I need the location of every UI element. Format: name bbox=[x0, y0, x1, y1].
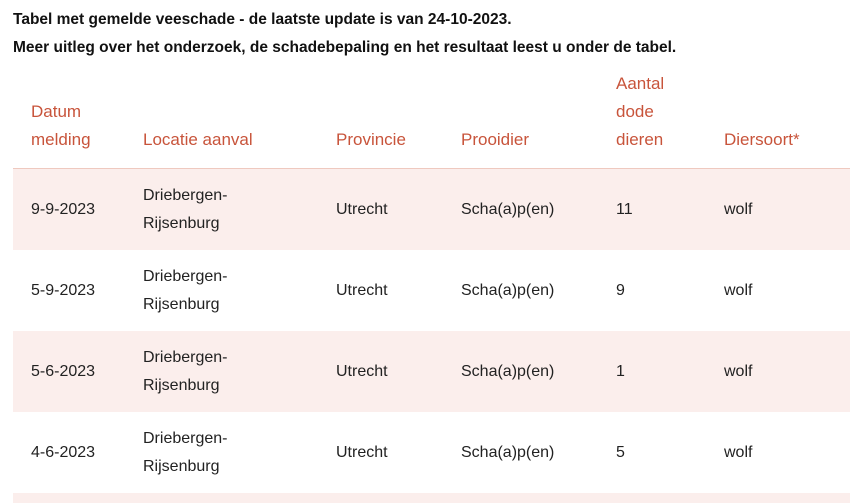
cell-diersoort: wolf bbox=[706, 331, 850, 412]
cell-aantal: 1 bbox=[598, 331, 706, 412]
cell-aantal: 9 bbox=[616, 281, 625, 299]
cell-provincie: Utrecht bbox=[336, 281, 388, 299]
table-row: 5-6-2023 Driebergen-Rijsenburg Utrecht S… bbox=[13, 331, 850, 412]
cell-aantal: 5 bbox=[616, 443, 625, 461]
cell-prooidier: Scha(a)p(en) bbox=[443, 168, 598, 250]
table-row-partial bbox=[13, 493, 850, 503]
intro-line-explanation: Meer uitleg over het onderzoek, de schad… bbox=[13, 39, 677, 56]
header-diersoort: Diersoort* bbox=[706, 70, 850, 169]
cell-prooidier: Scha(a)p(en) bbox=[443, 331, 598, 412]
cell-prooidier: Scha(a)p(en) bbox=[461, 443, 555, 461]
cell-prooidier: Scha(a)p(en) bbox=[461, 281, 555, 299]
cell-datum: 5-9-2023 bbox=[31, 281, 96, 299]
cell-provincie: Utrecht bbox=[318, 168, 443, 250]
cell-locatie: Driebergen-Rijsenburg bbox=[143, 429, 228, 475]
cell-locatie: Driebergen-Rijsenburg bbox=[125, 331, 318, 412]
table-header-row: Datum melding Locatie aanval Provincie P… bbox=[13, 70, 850, 169]
header-locatie-aanval: Locatie aanval bbox=[125, 70, 318, 169]
cell-locatie: Driebergen-Rijsenburg bbox=[125, 168, 318, 250]
veeschade-table: Datum melding Locatie aanval Provincie P… bbox=[13, 70, 850, 503]
cell-datum: 4-6-2023 bbox=[31, 443, 96, 461]
cell-provincie: Utrecht bbox=[318, 331, 443, 412]
cell-locatie: Driebergen-Rijsenburg bbox=[143, 267, 228, 313]
table-row: 5-9-2023 Driebergen-Rijsenburg Utrecht S… bbox=[13, 250, 850, 331]
table-row: 9-9-2023 Driebergen-Rijsenburg Utrecht S… bbox=[13, 168, 850, 250]
cell-diersoort: wolf bbox=[724, 443, 753, 461]
cell-diersoort: wolf bbox=[724, 281, 753, 299]
cell-provincie: Utrecht bbox=[336, 443, 388, 461]
table-row: 4-6-2023 Driebergen-Rijsenburg Utrecht S… bbox=[13, 412, 850, 493]
header-aantal-dode-dieren: Aantal dode dieren bbox=[598, 70, 706, 169]
cell-diersoort: wolf bbox=[706, 168, 850, 250]
header-prooidier: Prooidier bbox=[443, 70, 598, 169]
cell-datum: 5-6-2023 bbox=[13, 331, 125, 412]
intro-line-update: Tabel met gemelde veeschade - de laatste… bbox=[13, 11, 512, 28]
table-intro: Tabel met gemelde veeschade - de laatste… bbox=[13, 6, 676, 62]
cell-aantal: 11 bbox=[598, 168, 706, 250]
header-provincie: Provincie bbox=[318, 70, 443, 169]
cell-datum: 9-9-2023 bbox=[13, 168, 125, 250]
header-datum-melding: Datum melding bbox=[13, 70, 125, 169]
